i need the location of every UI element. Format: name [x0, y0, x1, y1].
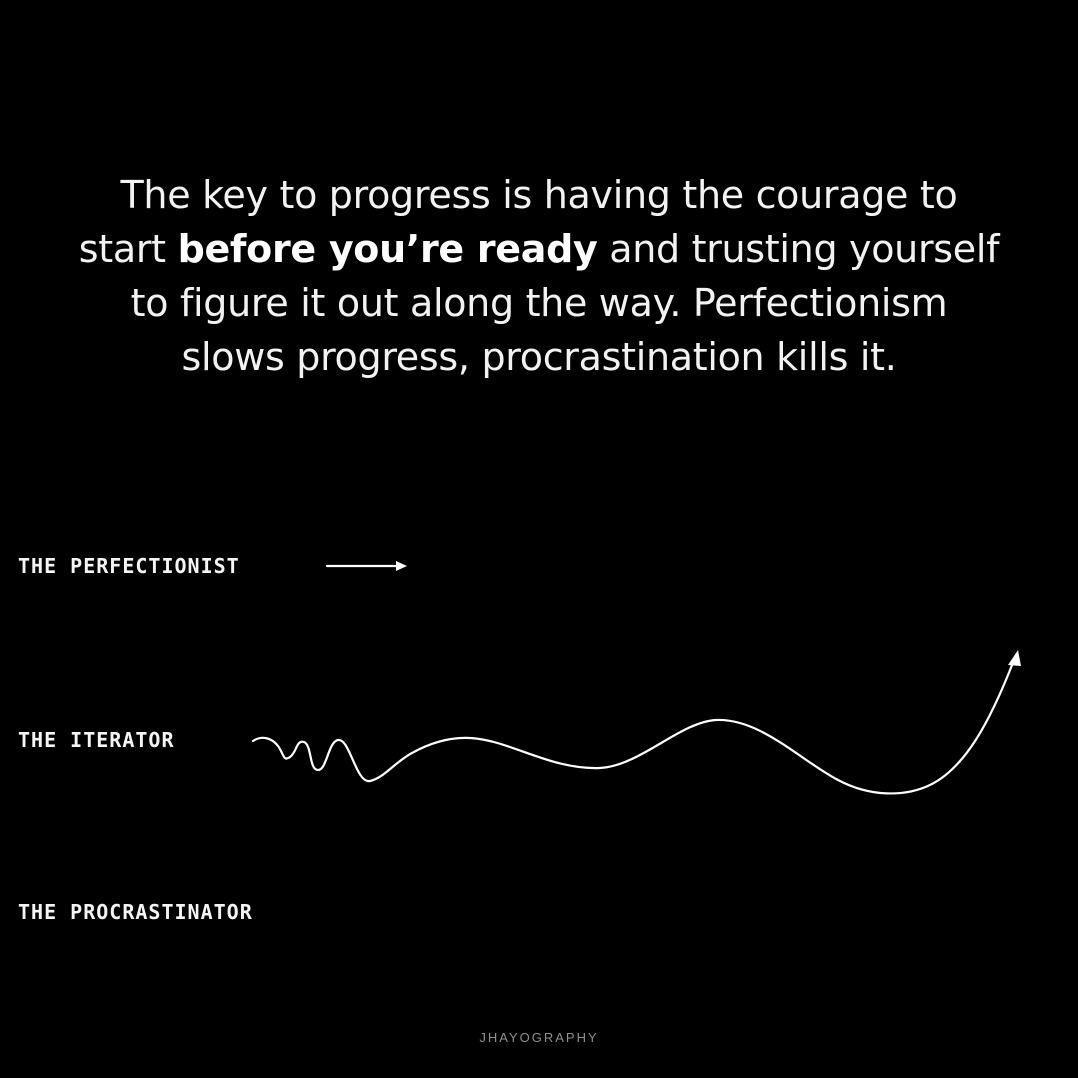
short-straight-arrow-icon — [325, 561, 407, 571]
label-perfectionist: THE PERFECTIONIST — [18, 554, 240, 578]
label-procrastinator: THE PROCRASTINATOR — [18, 900, 253, 924]
quote-line-3: to figure it out along the way. Perfecti… — [130, 281, 948, 325]
quote-text: The key to progress is having the courag… — [0, 168, 1078, 384]
quote-line-2: start before you’re ready and trusting y… — [0, 222, 1078, 276]
squiggly-rising-arrow-icon — [251, 650, 1021, 795]
quote-emphasis: before you’re ready — [177, 227, 598, 271]
quote-line-2-start: start — [78, 227, 178, 271]
watermark-logo: JHAYOGRAPHY — [479, 1030, 599, 1045]
quote-line-4: slows progress, procrastination kills it… — [181, 335, 897, 379]
quote-line-1: The key to progress is having the courag… — [120, 173, 958, 217]
label-iterator: THE ITERATOR — [18, 728, 175, 752]
quote-line-2-end: and trusting yourself — [597, 227, 1000, 271]
